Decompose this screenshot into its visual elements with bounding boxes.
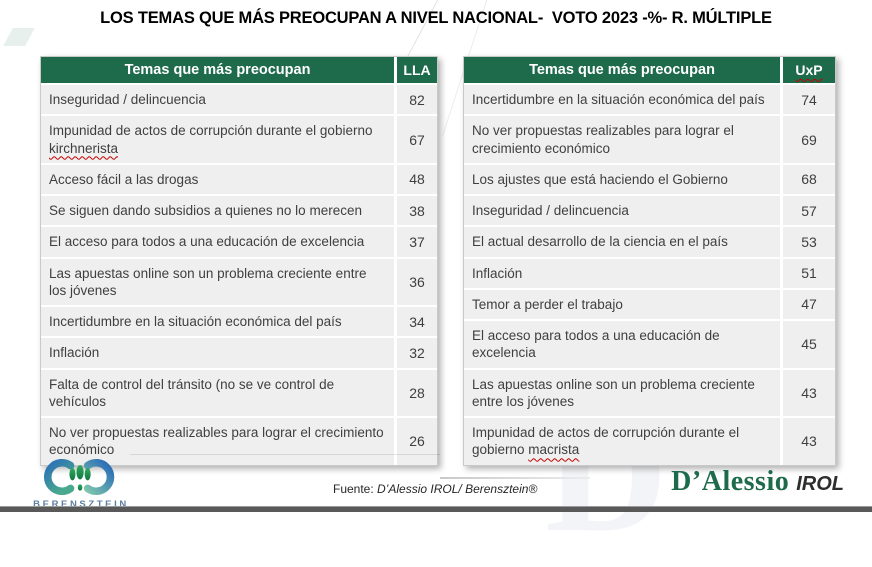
topic-cell: Inflación [472, 265, 523, 281]
table-row: Los ajustes que está haciendo el Gobiern… [464, 164, 835, 195]
value-cell: 43 [780, 418, 835, 465]
table-row: Falta de control del tránsito (no se ve … [41, 369, 437, 417]
table-lla-header-row: Temas que más preocupan LLA [41, 57, 437, 83]
topic-cell: Inflación [49, 345, 100, 361]
value-cell: 47 [780, 289, 835, 320]
table-lla-topics-header: Temas que más preocupan [124, 62, 311, 78]
table-row: Se siguen dando subsidios a quienes no l… [41, 196, 437, 226]
table-row: No ver propuestas realizables para logra… [41, 418, 437, 465]
table-row: Inflación 32 [41, 338, 437, 368]
value-cell: 67 [394, 116, 437, 163]
table-uxp-body: Incertidumbre en la situación económica … [464, 85, 835, 465]
table-uxp-topics-header: Temas que más preocupan [529, 62, 715, 78]
topic-cell: Incertidumbre en la situación económica … [49, 314, 342, 330]
topic-cell: Los ajustes que está haciendo el Gobiern… [472, 171, 728, 187]
source-label: Fuente: [333, 482, 374, 496]
table-row: Impunidad de actos de corrupción durante… [464, 418, 835, 465]
table-row: Incertidumbre en la situación económica … [41, 307, 437, 337]
value-cell: 48 [394, 164, 437, 195]
berensztein-logo-text: BERENSZTEIN [33, 499, 129, 510]
table-uxp-value-header: UxP [780, 57, 835, 83]
table-lla-body: Inseguridad / delincuencia 82 Impunidad … [41, 85, 437, 465]
footer-divider-line [440, 477, 590, 479]
table-uxp-value-header-label: UxP [795, 62, 823, 78]
source-value: D’Alessio IROL/ Berensztein® [377, 482, 538, 496]
topic-cell: Las apuestas online son un problema crec… [49, 265, 367, 298]
table-lla: Temas que más preocupan LLA Inseguridad … [40, 56, 438, 466]
value-cell: 69 [780, 116, 835, 163]
value-cell: 57 [780, 196, 835, 226]
topic-cell: No ver propuestas realizables para logra… [49, 425, 384, 458]
dalessio-irol-logo: D’Alessio IROL [671, 466, 844, 498]
topic-cell: Impunidad de actos de corrupción durante… [49, 123, 373, 156]
table-row: Las apuestas online son un problema crec… [464, 369, 835, 417]
topic-cell: No ver propuestas realizables para logra… [472, 123, 734, 156]
topic-cell: Falta de control del tránsito (no se ve … [49, 376, 335, 409]
table-row: Inseguridad / delincuencia 57 [464, 196, 835, 226]
bottom-edge-bar [0, 506, 872, 512]
dalessio-logo-text: D’Alessio [671, 466, 790, 497]
berensztein-logo: BERENSZTEIN [26, 458, 136, 510]
page-title: LOS TEMAS QUE MÁS PREOCUPAN A NIVEL NACI… [100, 9, 772, 27]
topic-cell: Impunidad de actos de corrupción durante… [472, 425, 740, 458]
value-cell: 53 [780, 227, 835, 257]
value-cell: 51 [780, 258, 835, 288]
topic-cell: Incertidumbre en la situación económica … [472, 92, 765, 107]
topic-cell: Temor a perder el trabajo [472, 296, 623, 312]
value-cell: 36 [394, 258, 437, 306]
table-lla-value-header-label: LLA [403, 62, 431, 78]
table-row: El actual desarrollo de la ciencia en el… [464, 227, 835, 257]
berensztein-logo-icon [44, 458, 115, 496]
value-cell: 37 [394, 227, 437, 257]
topic-cell: Acceso fácil a las drogas [49, 171, 199, 187]
value-cell: 28 [394, 369, 437, 417]
table-row: El acceso para todos a una educación de … [41, 227, 437, 257]
topic-cell: Inseguridad / delincuencia [49, 92, 206, 107]
value-cell: 38 [394, 196, 437, 226]
table-row: Las apuestas online son un problema crec… [41, 258, 437, 306]
background-accent-shape [3, 28, 35, 46]
irol-logo-text: IROL [796, 473, 844, 495]
value-cell: 26 [394, 418, 437, 465]
topic-cell: El actual desarrollo de la ciencia en el… [472, 234, 728, 250]
value-cell: 32 [394, 338, 437, 368]
topic-cell: Las apuestas online son un problema crec… [472, 376, 755, 409]
value-cell: 43 [780, 369, 835, 417]
topic-cell: Se siguen dando subsidios a quienes no l… [49, 203, 362, 219]
table-row: Inseguridad / delincuencia 82 [41, 85, 437, 115]
table-row: Impunidad de actos de corrupción durante… [41, 116, 437, 163]
value-cell: 82 [394, 85, 437, 115]
value-cell: 34 [394, 307, 437, 337]
table-row: Inflación 51 [464, 258, 835, 288]
value-cell: 74 [780, 85, 835, 115]
value-cell: 68 [780, 164, 835, 195]
topic-cell: Inseguridad / delincuencia [472, 203, 629, 219]
table-lla-value-header: LLA [394, 57, 437, 83]
source-caption: Fuente: D’Alessio IROL/ Berensztein® [333, 482, 537, 496]
footer-divider-line [130, 454, 440, 455]
table-row: Temor a perder el trabajo 47 [464, 289, 835, 320]
value-cell: 45 [780, 321, 835, 368]
table-row: Incertidumbre en la situación económica … [464, 85, 835, 115]
table-row: Acceso fácil a las drogas 48 [41, 164, 437, 195]
table-uxp-header-row: Temas que más preocupan UxP [464, 57, 835, 83]
table-uxp: Temas que más preocupan UxP Incertidumbr… [463, 56, 836, 466]
table-row: El acceso para todos a una educación de … [464, 321, 835, 368]
topic-cell: El acceso para todos a una educación de … [49, 234, 365, 250]
table-row: No ver propuestas realizables para logra… [464, 116, 835, 163]
topic-cell: El acceso para todos a una educación de … [472, 328, 720, 361]
